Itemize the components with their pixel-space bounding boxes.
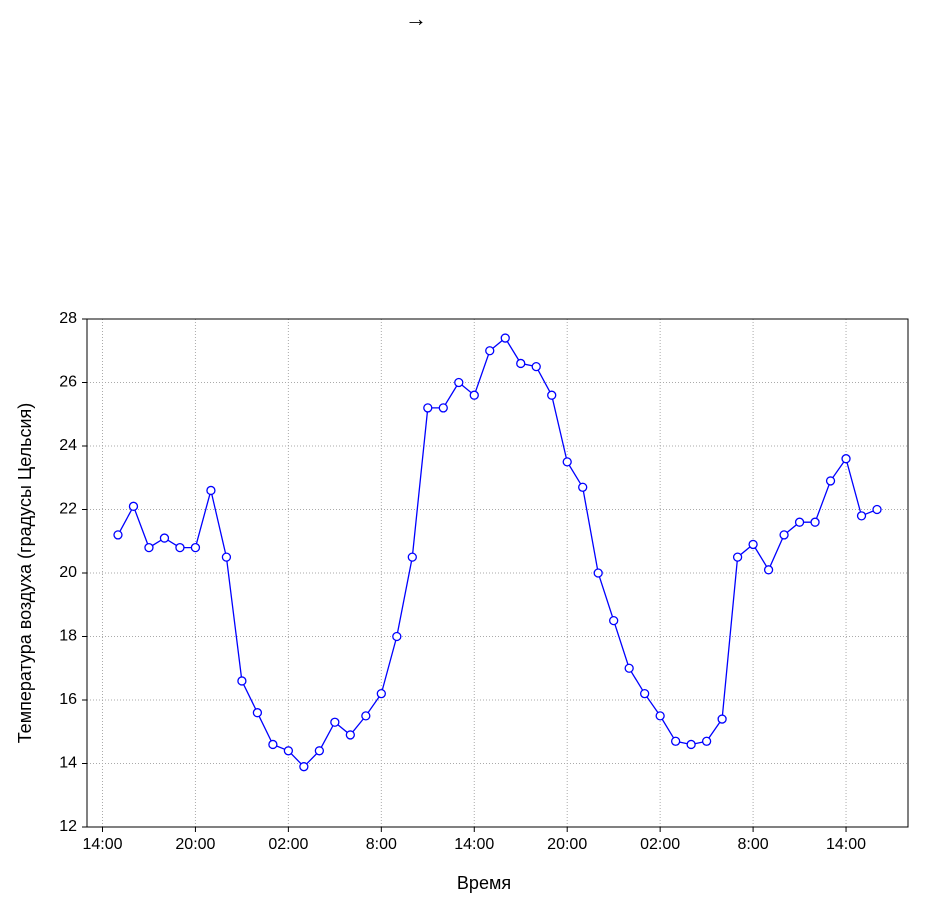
data-point xyxy=(206,485,216,496)
data-point xyxy=(500,333,510,343)
data-point xyxy=(299,762,309,772)
x-tick-label: 14:00 xyxy=(826,836,866,853)
data-point xyxy=(686,739,696,750)
data-point xyxy=(144,542,154,553)
data-point xyxy=(330,717,340,727)
data-point xyxy=(376,689,386,699)
y-tick-label: 28 xyxy=(59,310,77,327)
annotation: → xyxy=(405,6,427,31)
data-point xyxy=(841,454,851,464)
plot-frame xyxy=(86,318,909,828)
y-tick-label: 18 xyxy=(59,628,77,645)
data-point xyxy=(469,390,479,400)
data-point xyxy=(221,552,232,562)
data-point xyxy=(593,568,603,578)
y-tick-label: 22 xyxy=(59,501,77,518)
x-tick-label: 20:00 xyxy=(175,836,215,853)
data-point xyxy=(624,663,634,673)
data-point xyxy=(268,739,278,750)
data-point xyxy=(717,714,727,724)
data-point xyxy=(361,711,371,721)
data-point xyxy=(856,511,867,521)
data-point xyxy=(655,711,665,721)
data-point xyxy=(578,482,588,492)
data-point xyxy=(252,708,263,718)
data-point xyxy=(547,390,557,400)
data-point xyxy=(485,346,495,356)
x-tick-label: 02:00 xyxy=(268,836,308,853)
x-tick-label: 8:00 xyxy=(738,836,769,853)
x-tick-label: 02:00 xyxy=(640,836,680,853)
data-point xyxy=(128,501,139,511)
data-point xyxy=(283,746,294,756)
data-point xyxy=(516,358,526,369)
data-point xyxy=(779,530,789,540)
data-point xyxy=(454,377,464,388)
data-point xyxy=(825,476,836,486)
data-point xyxy=(314,746,325,756)
data-point xyxy=(872,504,882,515)
data-point xyxy=(670,736,681,746)
data-point xyxy=(190,542,201,553)
x-axis-label: Время xyxy=(457,873,511,893)
y-tick-label: 24 xyxy=(59,437,77,454)
x-tick-label: 20:00 xyxy=(547,836,587,853)
x-tick-label: 14:00 xyxy=(454,836,494,853)
y-tick-label: 16 xyxy=(59,691,77,708)
data-point xyxy=(794,517,805,527)
data-point xyxy=(423,403,433,413)
y-axis-label: Температура воздуха (градусы Цельсия) xyxy=(15,403,35,744)
data-point xyxy=(175,542,185,553)
y-tick-label: 12 xyxy=(59,818,77,835)
y-tick-label: 14 xyxy=(59,755,77,772)
data-point xyxy=(159,533,170,543)
data-point xyxy=(748,539,758,550)
data-point xyxy=(392,631,402,642)
data-point xyxy=(810,517,820,527)
data-point xyxy=(407,552,417,562)
x-tick-label: 14:00 xyxy=(82,836,122,853)
data-point xyxy=(531,361,541,372)
data-point xyxy=(113,530,123,540)
data-point xyxy=(701,736,712,746)
data-point xyxy=(562,457,572,467)
y-tick-label: 20 xyxy=(59,564,77,581)
x-tick-label: 8:00 xyxy=(366,836,397,853)
data-point xyxy=(438,403,448,413)
series-line xyxy=(117,337,878,768)
data-point xyxy=(609,615,619,626)
data-point xyxy=(763,565,774,575)
data-point xyxy=(237,676,247,686)
y-tick-label: 26 xyxy=(59,374,77,391)
data-point xyxy=(345,730,355,740)
data-point xyxy=(640,689,650,699)
data-point xyxy=(732,552,743,562)
